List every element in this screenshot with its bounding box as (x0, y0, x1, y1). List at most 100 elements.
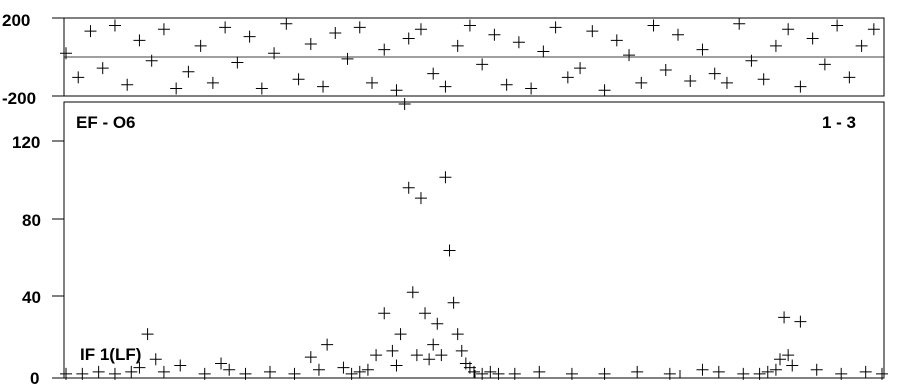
phase-point (757, 73, 770, 86)
amplitude-point (419, 307, 432, 320)
phase-point (390, 84, 403, 97)
amplitude-point (353, 365, 366, 378)
amp-ytick-80: 80 (22, 211, 41, 230)
amp-ytick-0: 0 (30, 369, 39, 384)
amplitude-point (631, 365, 644, 378)
phase-point (476, 58, 489, 71)
phase-ytick-top: 200 (2, 11, 30, 30)
amplitude-point (215, 357, 228, 370)
phase-point (108, 19, 121, 32)
amplitude-point (378, 307, 391, 320)
phase-point (72, 71, 85, 84)
amplitude-point (76, 367, 89, 380)
correlation-label: 1 - 3 (822, 113, 856, 132)
amplitude-point (239, 367, 252, 380)
phase-point (317, 80, 330, 93)
amplitude-point (859, 365, 872, 378)
phase-point (255, 82, 268, 95)
phase-ytick-bottom: -200 (2, 89, 36, 108)
amplitude-point (394, 328, 407, 341)
amplitude-point (337, 361, 350, 374)
phase-point (598, 84, 611, 97)
phase-point (378, 43, 391, 56)
amplitude-point (361, 363, 374, 376)
phase-point (684, 75, 697, 88)
amplitude-point (468, 365, 480, 378)
phase-point (696, 43, 709, 56)
phase-point (623, 49, 636, 62)
amp-ytick-120: 120 (12, 133, 40, 152)
phase-point (145, 54, 158, 67)
amplitude-point (782, 349, 795, 362)
amplitude-point (876, 367, 888, 380)
amp-ytick-40: 40 (22, 288, 41, 307)
amplitude-point (443, 244, 456, 257)
amplitude-panel-frame (63, 101, 885, 379)
amplitude-point (370, 349, 383, 362)
amplitude-point (451, 328, 464, 341)
amplitude-point (476, 367, 489, 380)
phase-point (610, 34, 623, 47)
amplitude-point (774, 353, 786, 366)
phase-point (243, 30, 256, 43)
amplitude-point (321, 338, 334, 351)
phase-point (60, 47, 72, 60)
amplitude-point (533, 365, 546, 378)
phase-point (818, 58, 831, 71)
amplitude-point (492, 367, 505, 380)
amplitude-point (406, 286, 419, 299)
phase-point (414, 23, 427, 36)
amplitude-point (390, 359, 403, 372)
amplitude-point (174, 359, 187, 372)
amplitude-point (786, 359, 799, 372)
amplitude-point (778, 311, 791, 324)
amplitude-point (696, 363, 709, 376)
phase-point (427, 67, 440, 80)
amplitude-point (598, 367, 611, 380)
phase-point (659, 63, 672, 76)
phase-series (60, 17, 880, 97)
amplitude-point (133, 361, 146, 374)
phase-point (561, 71, 574, 84)
phase-point (402, 32, 415, 45)
amplitude-point (345, 367, 358, 380)
phase-panel: 200 -200 (2, 11, 885, 108)
phase-point (586, 25, 599, 38)
amplitude-point (92, 365, 105, 378)
phase-point (219, 21, 232, 34)
phase-point (133, 34, 146, 47)
amplitude-point (223, 363, 236, 376)
amplitude-point (737, 367, 750, 380)
phase-point (231, 56, 244, 69)
amplitude-point (410, 349, 423, 362)
phase-point (353, 21, 366, 34)
phase-point (439, 80, 452, 93)
amplitude-panel: 0 40 80 120 EF - O6 1 - 3 IF 1(LF) (12, 98, 888, 384)
amplitude-point (402, 181, 415, 194)
phase-point (574, 62, 587, 75)
phase-point (451, 39, 464, 52)
amplitude-point (761, 365, 774, 378)
phase-point (782, 23, 795, 36)
phase-point (329, 26, 342, 39)
amplitude-point (447, 296, 460, 309)
amplitude-point (484, 365, 497, 378)
baseline-label: EF - O6 (76, 113, 136, 132)
phase-point (157, 23, 170, 36)
phase-point (794, 80, 807, 93)
phase-point (280, 17, 293, 30)
amplitude-point (414, 192, 427, 205)
phase-point (500, 78, 513, 91)
phase-point (831, 19, 844, 32)
amplitude-point (455, 344, 468, 357)
phase-point (268, 47, 281, 60)
amplitude-point (198, 367, 211, 380)
amplitude-point (435, 349, 448, 362)
phase-point (635, 76, 648, 89)
amplitude-point (288, 367, 301, 380)
amplitude-point (149, 353, 162, 366)
amplitude-point (125, 365, 138, 378)
amplitude-series (60, 98, 888, 380)
amplitude-point (60, 367, 72, 380)
phase-point (855, 39, 868, 52)
